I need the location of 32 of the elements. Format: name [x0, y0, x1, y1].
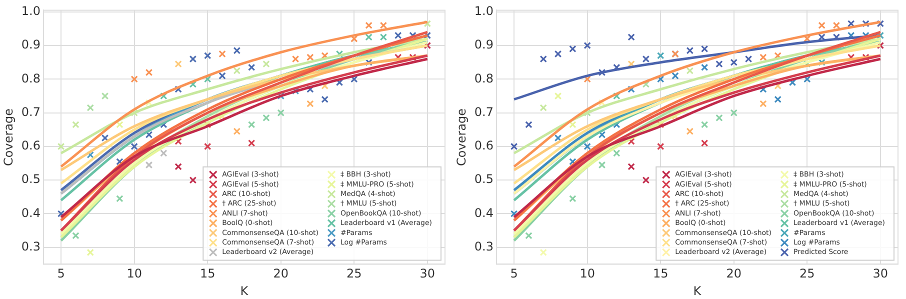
x-tick-label: 20	[726, 266, 742, 281]
y-tick-label: 0.7	[474, 104, 494, 119]
x-tick-label: 25	[800, 266, 815, 281]
y-tick-label: 0.6	[474, 138, 494, 153]
y-axis-title: Coverage	[1, 108, 16, 166]
y-tick-label: 0.5	[474, 172, 494, 186]
y-tick-label: 0.8	[21, 71, 40, 86]
x-tick-label: 30	[420, 266, 436, 281]
y-tick-label: 0.5	[21, 172, 40, 186]
y-tick-label: 1.0	[474, 4, 494, 18]
x-tick-label: 30	[872, 266, 888, 281]
x-axis-title: K	[240, 284, 250, 298]
x-tick-label: 20	[273, 266, 289, 281]
y-tick-label: 0.6	[21, 138, 40, 153]
y-tick-label: 0.8	[474, 71, 494, 86]
y-axis-title: Coverage	[454, 108, 468, 166]
x-tick-label: 5	[510, 266, 518, 281]
y-tick-label: 0.7	[21, 104, 40, 119]
y-tick-label: 0.9	[21, 38, 40, 52]
y-tick-label: 0.4	[21, 206, 40, 220]
x-tick-label: 5	[57, 266, 65, 281]
y-tick-label: 0.9	[474, 38, 494, 52]
y-tick-label: 0.3	[474, 240, 494, 254]
y-tick-label: 1.0	[21, 4, 40, 18]
x-tick-label: 10	[580, 266, 595, 281]
y-tick-label: 0.3	[21, 240, 40, 254]
x-tick-label: 10	[126, 266, 142, 281]
x-axis-title: K	[693, 284, 702, 298]
y-tick-label: 0.4	[474, 206, 494, 220]
x-tick-label: 15	[652, 266, 668, 281]
x-tick-label: 25	[346, 266, 362, 281]
x-tick-label: 15	[200, 266, 216, 281]
